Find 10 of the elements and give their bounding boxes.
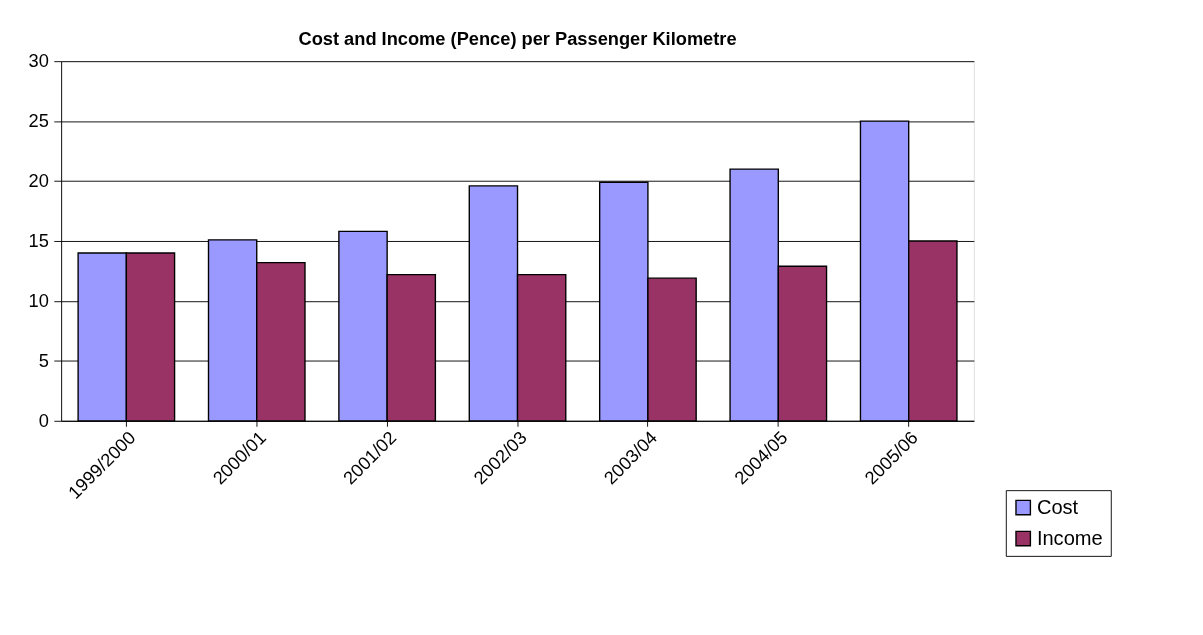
y-tick-label: 25: [28, 110, 49, 132]
chart-title: Cost and Income (Pence) per Passenger Kilometre: [298, 27, 737, 49]
y-tick-label: 20: [28, 170, 49, 192]
legend-label: Cost: [1036, 495, 1079, 518]
legend-label: Income: [1036, 526, 1103, 549]
y-tick-label: 30: [28, 50, 49, 72]
y-tick-label: 0: [38, 409, 49, 431]
y-tick-label: 10: [28, 289, 49, 311]
y-tick-label: 15: [28, 229, 49, 251]
y-tick-label: 5: [38, 349, 49, 371]
